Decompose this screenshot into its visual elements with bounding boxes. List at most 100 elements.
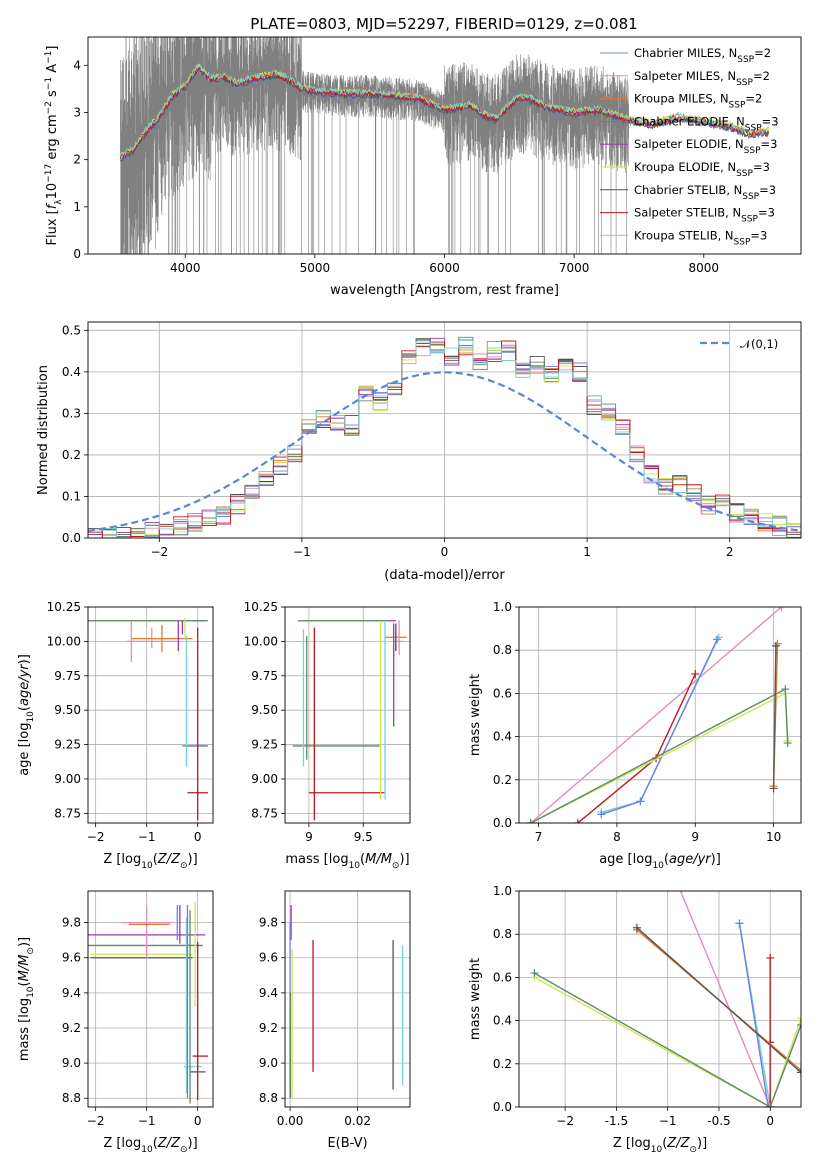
x-tick-label: 8000	[688, 261, 719, 275]
axes-frame	[518, 890, 802, 1108]
axes-residuals: −2 −1 0 1 2 0.0 0.1 0.2 0.3 0.4 0.5 (data-model)/er…	[36, 321, 802, 583]
y-tick-label: 9.25	[54, 738, 81, 752]
x-tick-label: 0	[766, 1114, 774, 1128]
x-axis-label: Z [log10(Z/Z⊙)]	[103, 1136, 197, 1155]
marker	[526, 819, 535, 823]
x-tick-label: 7	[535, 830, 543, 844]
y-tick-label: 9.6	[62, 951, 81, 965]
y-tick-label: 9.00	[251, 772, 278, 786]
x-tick-label: 0	[441, 545, 449, 559]
y-tick-label: 8.75	[251, 806, 278, 820]
y-tick-label: 10.00	[47, 634, 81, 648]
model-spectrum-krou_stelib	[120, 64, 769, 159]
y-tick-label: 9.4	[259, 986, 278, 1000]
x-axis-label: E(B-V)	[327, 1136, 367, 1151]
x-tick-label: 2	[726, 545, 734, 559]
x-axis-label: Z [log10(Z/Z⊙)]	[103, 852, 197, 871]
x-tick-label: 9	[691, 830, 699, 844]
line-chab_elodie	[534, 972, 801, 1107]
line-salp_miles	[679, 891, 771, 1107]
normal-reference-curve	[88, 371, 801, 532]
axes-massweight_vs_age: 7 8 9 10 0.0 0.2 0.4 0.6 0.8 1.0 age [log10(age/yr…	[468, 600, 802, 871]
x-axis-label: Z [log10(Z/Z⊙)]	[613, 1136, 707, 1155]
legend-entry: Salpeter STELIB, NSSP=3	[634, 206, 775, 225]
y-tick-label: 8.75	[54, 806, 81, 820]
x-tick-label: 4000	[170, 261, 201, 275]
y-tick-label: 9.8	[62, 916, 81, 930]
y-tick-label: 0.1	[62, 489, 81, 503]
axes-age_vs_Z: −2 −1 0 8.75 9.00 9.25 9.50 9.75 10.00 10.25 Z [lo…	[17, 600, 214, 871]
axes-frame	[87, 890, 214, 1108]
marker	[713, 635, 722, 644]
x-tick-label: 9.5	[354, 830, 373, 844]
y-tick-label: 9.2	[62, 1021, 81, 1035]
line-krou_stelib	[601, 636, 720, 813]
legend-entry: 𝒩(0,1)	[740, 337, 778, 351]
histogram-krou_stelib	[88, 339, 801, 538]
y-tick-label: 0.0	[493, 816, 512, 830]
y-axis-label: Flux [fλ10−17 erg cm−2 s−1 A−1]	[44, 46, 64, 246]
legend-entry: Kroupa STELIB, NSSP=3	[634, 228, 767, 247]
y-axis-label: Normed distribution	[36, 365, 51, 495]
marker	[773, 639, 782, 648]
y-tick-label: 1.0	[493, 884, 512, 898]
axes-mass_vs_ebv: 0.00 0.02 8.8 9.0 9.2 9.4 9.6 9.8 E(B-V)	[259, 890, 411, 1151]
grid-mass_vs_Z	[88, 891, 213, 1107]
figure-title: PLATE=0803, MJD=52297, FIBERID=0129, z=0…	[250, 15, 637, 33]
y-tick-label: 0.0	[62, 531, 81, 545]
plot-area-spectrum	[120, 37, 769, 254]
y-tick-label: 9.00	[54, 772, 81, 786]
histogram-chab_miles	[88, 345, 801, 538]
y-tick-label: 8.8	[259, 1091, 278, 1105]
line-krou_elodie	[534, 976, 801, 1107]
x-tick-label: 0	[194, 1114, 202, 1128]
marker	[797, 1020, 801, 1029]
y-axis-label: mass weight	[468, 674, 483, 756]
y-tick-label: 0.2	[493, 1057, 512, 1071]
marker	[766, 953, 775, 962]
x-tick-label: −1	[138, 1114, 156, 1128]
plot-area-mass_vs_Z	[88, 901, 208, 1104]
y-tick-label: 0.2	[62, 448, 81, 462]
grid-massweight_vs_age	[519, 606, 801, 824]
x-axis-label: age [log10(age/yr)]	[599, 852, 721, 871]
legend-entry: Chabrier ELODIE, NSSP=3	[634, 114, 779, 133]
line-chab_stelib	[772, 645, 777, 789]
x-tick-label: 1	[583, 545, 591, 559]
axes-frame	[284, 890, 411, 1108]
marker	[735, 919, 744, 928]
legend-entry: Salpeter MILES, NSSP=2	[634, 69, 770, 88]
axes-frame	[518, 606, 802, 824]
marker	[797, 1014, 801, 1023]
marker	[636, 797, 645, 806]
x-tick-label: −2	[556, 1114, 574, 1128]
x-tick-label: -0.5	[707, 1114, 730, 1128]
y-tick-label: 3	[73, 105, 81, 119]
plot-area-massweight_vs_Z	[530, 891, 801, 1107]
y-axis-label: mass [log10(M/M⊙)]	[17, 937, 36, 1061]
y-tick-label: 10.25	[244, 600, 278, 614]
x-tick-label: 0	[194, 830, 202, 844]
observed-spectrum	[120, 37, 629, 254]
axes-massweight_vs_Z: −2 -1.5 −1 -0.5 0 0.0 0.2 0.4 0.6 0.8 1.0 Z [log10(…	[468, 884, 802, 1155]
y-tick-label: 10.25	[47, 600, 81, 614]
grid-massweight_vs_Z	[519, 890, 801, 1108]
x-tick-label: 7000	[559, 261, 590, 275]
legend-entry: Salpeter ELODIE, NSSP=3	[634, 137, 777, 156]
y-tick-label: 9.6	[259, 951, 278, 965]
y-axis-label: age [log10(age/yr)]	[17, 654, 36, 776]
y-tick-label: 9.8	[259, 916, 278, 930]
y-tick-label: 9.75	[54, 669, 81, 683]
y-tick-label: 9.4	[62, 986, 81, 1000]
marker	[766, 1103, 775, 1107]
y-tick-label: 9.25	[251, 738, 278, 752]
y-tick-label: 8.8	[62, 1091, 81, 1105]
y-axis-label: mass weight	[468, 958, 483, 1040]
axes-frame	[284, 606, 411, 824]
plot-area-residuals	[88, 336, 801, 538]
y-tick-label: 2	[73, 153, 81, 167]
x-axis-label: wavelength [Angstrom, rest frame]	[330, 283, 559, 298]
x-tick-label: 6000	[429, 261, 460, 275]
y-tick-label: 0.0	[493, 1100, 512, 1114]
